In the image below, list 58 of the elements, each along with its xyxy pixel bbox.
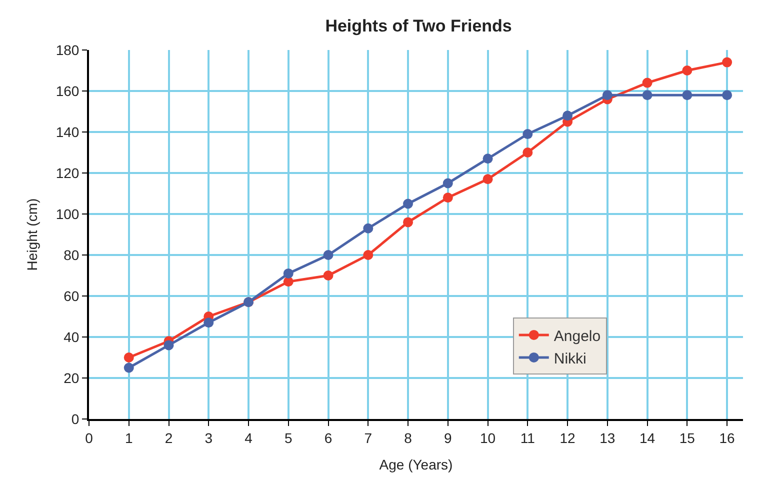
point xyxy=(722,57,732,68)
point xyxy=(403,198,414,209)
point xyxy=(482,154,493,164)
point xyxy=(602,90,612,100)
point xyxy=(124,362,134,373)
y-tick-label: 0 xyxy=(71,410,80,427)
point xyxy=(323,250,334,260)
x-tick-label: 5 xyxy=(284,430,292,446)
x-tick-label: 13 xyxy=(600,430,616,446)
point xyxy=(164,340,174,350)
x-tick-label: 6 xyxy=(324,430,332,446)
y-tick-label: 20 xyxy=(64,370,80,386)
point xyxy=(522,148,533,158)
y-tick-label: 40 xyxy=(64,328,80,345)
point xyxy=(442,192,453,203)
point xyxy=(522,129,533,140)
x-tick-label: 10 xyxy=(480,430,496,446)
x-tick-label: 7 xyxy=(364,430,372,446)
point xyxy=(642,78,652,88)
x-tick-label: 1 xyxy=(124,430,133,446)
x-tick-label: 15 xyxy=(679,430,696,446)
point xyxy=(363,250,374,260)
x-tick-label: 4 xyxy=(244,430,253,446)
y-tick-label: 100 xyxy=(56,206,80,222)
point xyxy=(682,66,692,76)
point xyxy=(204,318,214,328)
legend-label: Nikki xyxy=(554,350,586,368)
point xyxy=(722,90,732,100)
x-tick-label: 14 xyxy=(640,430,656,446)
point xyxy=(124,352,134,362)
y-axis-title: Height (cm) xyxy=(24,198,40,271)
point xyxy=(562,110,573,121)
y-tick-label: 140 xyxy=(56,124,80,140)
x-tick-label: 3 xyxy=(204,430,213,446)
legend-label: Angelo xyxy=(554,328,601,345)
y-tick-label: 120 xyxy=(56,164,80,181)
x-tick-label: 0 xyxy=(85,430,94,446)
x-tick-label: 2 xyxy=(164,430,173,446)
y-tick-label: 180 xyxy=(56,42,80,58)
x-axis-title: Age (Years) xyxy=(379,456,453,473)
chart-title: Heights of Two Friends xyxy=(325,16,512,36)
point xyxy=(482,174,493,184)
x-tick-label: 11 xyxy=(520,430,536,446)
point xyxy=(442,178,453,188)
point xyxy=(682,90,692,100)
x-tick-label: 8 xyxy=(404,430,412,446)
point xyxy=(642,90,652,100)
point xyxy=(363,223,374,234)
y-tick-label: 160 xyxy=(56,82,80,99)
point xyxy=(323,270,334,280)
point xyxy=(283,276,294,287)
y-tick-label: 60 xyxy=(64,288,80,304)
x-tick-label: 16 xyxy=(719,430,736,446)
x-tick-label: 9 xyxy=(444,430,452,446)
x-tick-label: 12 xyxy=(560,430,576,446)
y-tick-label: 80 xyxy=(64,246,80,263)
point xyxy=(283,268,294,278)
point xyxy=(403,217,414,228)
